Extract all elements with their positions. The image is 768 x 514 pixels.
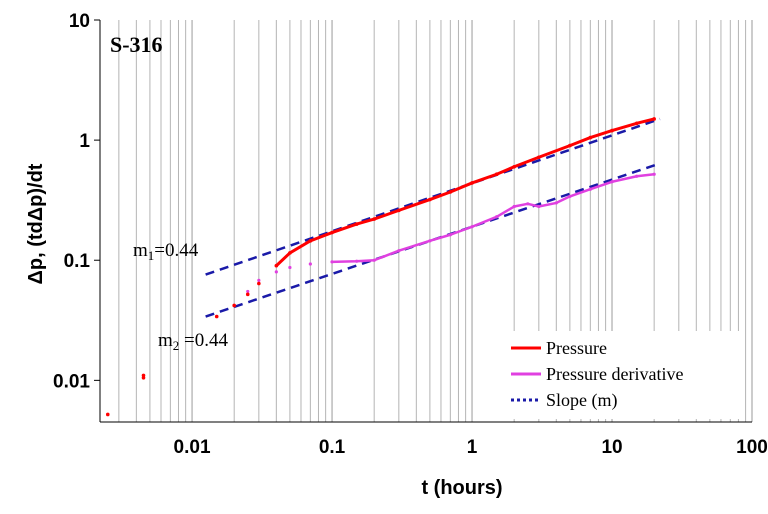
pressure-point: [105, 412, 110, 417]
pressure-point: [288, 251, 292, 255]
x-tick-label: 1: [467, 437, 478, 458]
pressure-derivative-point: [448, 233, 452, 237]
pressure-point: [494, 172, 499, 177]
pressure-point: [652, 117, 656, 121]
pressure-point: [568, 143, 572, 148]
y-tick-marks: [94, 19, 100, 381]
x-tick-label: 100: [736, 437, 768, 458]
y-axis-title: Δp, (tdΔp)/dt: [25, 163, 47, 284]
legend-label-pressure: Pressure: [546, 338, 607, 358]
pressure-derivative-point: [610, 180, 614, 184]
pressure-derivative-point: [470, 225, 474, 229]
pressure-point: [308, 239, 313, 243]
pressure-point: [537, 155, 541, 160]
pressure-derivative-point: [372, 258, 376, 262]
slope-line-lower: [205, 162, 661, 318]
pressure-point: [428, 197, 432, 202]
pressure-derivative-point: [274, 270, 278, 274]
pressure-derivative-point: [397, 249, 401, 253]
pressure-derivative-point: [526, 202, 530, 206]
pressure-point: [214, 314, 219, 319]
slope-annotation-m2: m2 =0.44: [158, 330, 228, 353]
pressure-point: [588, 135, 593, 140]
pressure-curve: [275, 117, 655, 267]
pressure-point: [512, 164, 516, 169]
slope-annotation-m1: m1=0.44: [133, 240, 199, 263]
pressure-point: [141, 373, 146, 378]
y-tick-label: 10: [69, 11, 90, 32]
pressure-derivative-point: [588, 187, 592, 191]
pressure-point: [397, 208, 401, 213]
pressure-point: [354, 222, 359, 226]
pressure-point: [448, 190, 453, 194]
legend: Pressure Pressure derivative Slope (m): [497, 331, 740, 419]
slope-lines: [205, 117, 661, 318]
pressure-points: [105, 117, 656, 417]
pressure-point: [245, 292, 250, 297]
y-tick-label: 1: [79, 131, 90, 152]
pressure-derivative-point: [330, 260, 334, 264]
pressure-derivative-point: [652, 172, 656, 176]
well-label: S-316: [110, 32, 163, 57]
pressure-point: [634, 121, 639, 126]
x-tick-label: 0.1: [319, 437, 346, 458]
y-tick-label: 0.01: [53, 371, 90, 392]
pressure-derivative-point: [246, 289, 250, 294]
pressure-derivative-point: [355, 259, 359, 263]
pressure-derivative-point: [428, 239, 432, 243]
x-axis-title: t (hours): [421, 477, 502, 499]
slope-line-upper: [205, 117, 661, 276]
legend-label-pressure-derivative: Pressure derivative: [546, 364, 683, 384]
x-tick-labels: 0.01 0.1 1 10 100: [174, 437, 768, 458]
pressure-derivative-point: [537, 204, 541, 209]
y-tick-labels: 0.01 0.1 1 10: [53, 11, 90, 392]
x-tick-label: 0.01: [174, 437, 211, 458]
pressure-point: [330, 230, 334, 235]
pressure-derivative-point: [308, 262, 312, 266]
pressure-derivative-point: [554, 201, 558, 205]
pressure-point: [372, 217, 376, 221]
y-tick-label: 0.1: [64, 251, 91, 272]
pressure-derivative-point: [288, 265, 292, 270]
pressure-derivative-point: [568, 194, 572, 198]
pressure-derivative-point: [512, 204, 516, 209]
x-tick-label: 10: [601, 437, 622, 458]
pressure-point: [274, 263, 279, 268]
pressure-point: [610, 128, 614, 133]
pressure-point: [232, 303, 236, 308]
pressure-derivative-point: [635, 174, 639, 178]
pressure-point: [470, 181, 474, 185]
pressure-derivative-point: [495, 215, 499, 219]
pressure-derivative-point: [257, 278, 261, 282]
pressure-point: [257, 281, 261, 286]
legend-label-slope: Slope (m): [546, 390, 618, 411]
